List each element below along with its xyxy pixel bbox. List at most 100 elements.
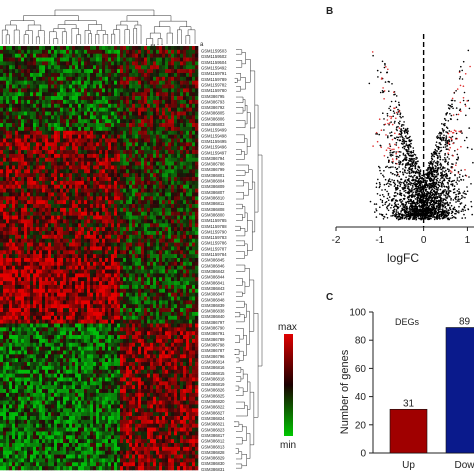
heatmap-cell [39,61,43,66]
heatmap-cell [108,234,112,240]
heatmap-cell [189,265,193,270]
heatmap-cell [183,111,187,116]
heatmap-cell [72,269,76,274]
heatmap-cell [159,69,163,74]
heatmap-cell [69,142,73,147]
heatmap-cell [87,119,91,124]
heatmap-cell [9,308,13,313]
heatmap-cell [156,99,160,105]
heatmap-cell [21,300,25,305]
heatmap-cell [99,92,103,97]
heatmap-cell [111,184,115,189]
heatmap-cell [117,134,121,139]
heatmap-cell [30,196,34,201]
heatmap-cell [30,215,34,220]
heatmap-cell [150,277,154,282]
heatmap-cell [69,207,73,213]
heatmap-cell [15,180,19,186]
heatmap-cell [30,180,34,186]
heatmap-cell [6,288,10,293]
heatmap-cell [111,292,115,297]
heatmap-cell [111,311,115,317]
heatmap-cell [159,126,163,132]
heatmap-cell [42,61,46,66]
heatmap-cell [63,211,67,216]
heatmap-cell [120,219,124,224]
heatmap-cell [87,254,91,259]
heatmap-cell [174,76,178,81]
heatmap-cell [153,153,157,159]
heatmap-cell [180,269,184,274]
heatmap-cell [129,165,133,170]
heatmap-cell [105,57,109,62]
heatmap-cell [39,57,43,62]
heatmap-cell [183,72,187,78]
heatmap-cell [126,223,130,228]
heatmap-cell [117,219,121,224]
heatmap-cell [192,92,196,97]
heatmap-cell [96,57,100,62]
heatmap-cell [126,261,130,266]
heatmap-cell [144,99,148,105]
heatmap-cell [165,184,169,189]
heatmap-cell [27,269,31,274]
heatmap-cell [141,173,145,178]
heatmap-cell [99,211,103,216]
heatmap-cell [33,169,37,174]
heatmap-cell [105,281,109,286]
heatmap-cell [162,126,166,132]
heatmap-cell [18,308,22,313]
heatmap-cell [123,138,127,143]
heatmap-cell [102,99,106,105]
heatmap-cell [18,134,22,139]
heatmap-cell [66,281,70,286]
heatmap-cell [144,130,148,135]
heatmap-cell [168,99,172,105]
heatmap-cell [9,211,13,216]
heatmap-cell [78,273,82,278]
heatmap-cell [60,180,64,186]
heatmap-cell [42,242,46,247]
heatmap-cell [48,250,52,255]
heatmap-cell [33,281,37,286]
heatmap-cell [84,84,88,89]
heatmap-cell [108,157,112,162]
heatmap-cell [111,72,115,78]
heatmap-cell [129,319,133,324]
heatmap-cell [15,153,19,159]
heatmap-cell [189,53,193,58]
heatmap-cell [114,138,118,143]
heatmap-cell [33,234,37,240]
heatmap-cell [177,227,181,232]
heatmap-cell [36,111,40,116]
heatmap-cell [69,265,73,270]
heatmap-cell [48,69,52,74]
heatmap-cell [6,234,10,240]
heatmap-cell [105,157,109,162]
heatmap-cell [0,242,4,247]
heatmap-cell [75,96,79,101]
heatmap-cell [15,319,19,324]
heatmap-cell [12,76,16,81]
heatmap-cell [96,281,100,286]
heatmap-cells [0,46,199,471]
heatmap-cell [114,80,118,85]
heatmap-cell [30,304,34,309]
heatmap-cell [159,46,163,51]
heatmap-cell [60,57,64,62]
heatmap-cell [120,192,124,197]
heatmap-cell [102,192,106,197]
heatmap-cell [102,46,106,51]
heatmap-cell [162,153,166,159]
heatmap-cell [9,138,13,143]
heatmap-cell [87,207,91,213]
heatmap-cell [105,319,109,324]
heatmap-cell [123,231,127,236]
heatmap-cell [150,126,154,132]
heatmap-cell [54,254,58,259]
heatmap-cell [150,319,154,324]
heatmap-cell [21,103,25,108]
heatmap-cell [45,238,49,243]
heatmap-cell [96,227,100,232]
heatmap-cell [150,84,154,89]
